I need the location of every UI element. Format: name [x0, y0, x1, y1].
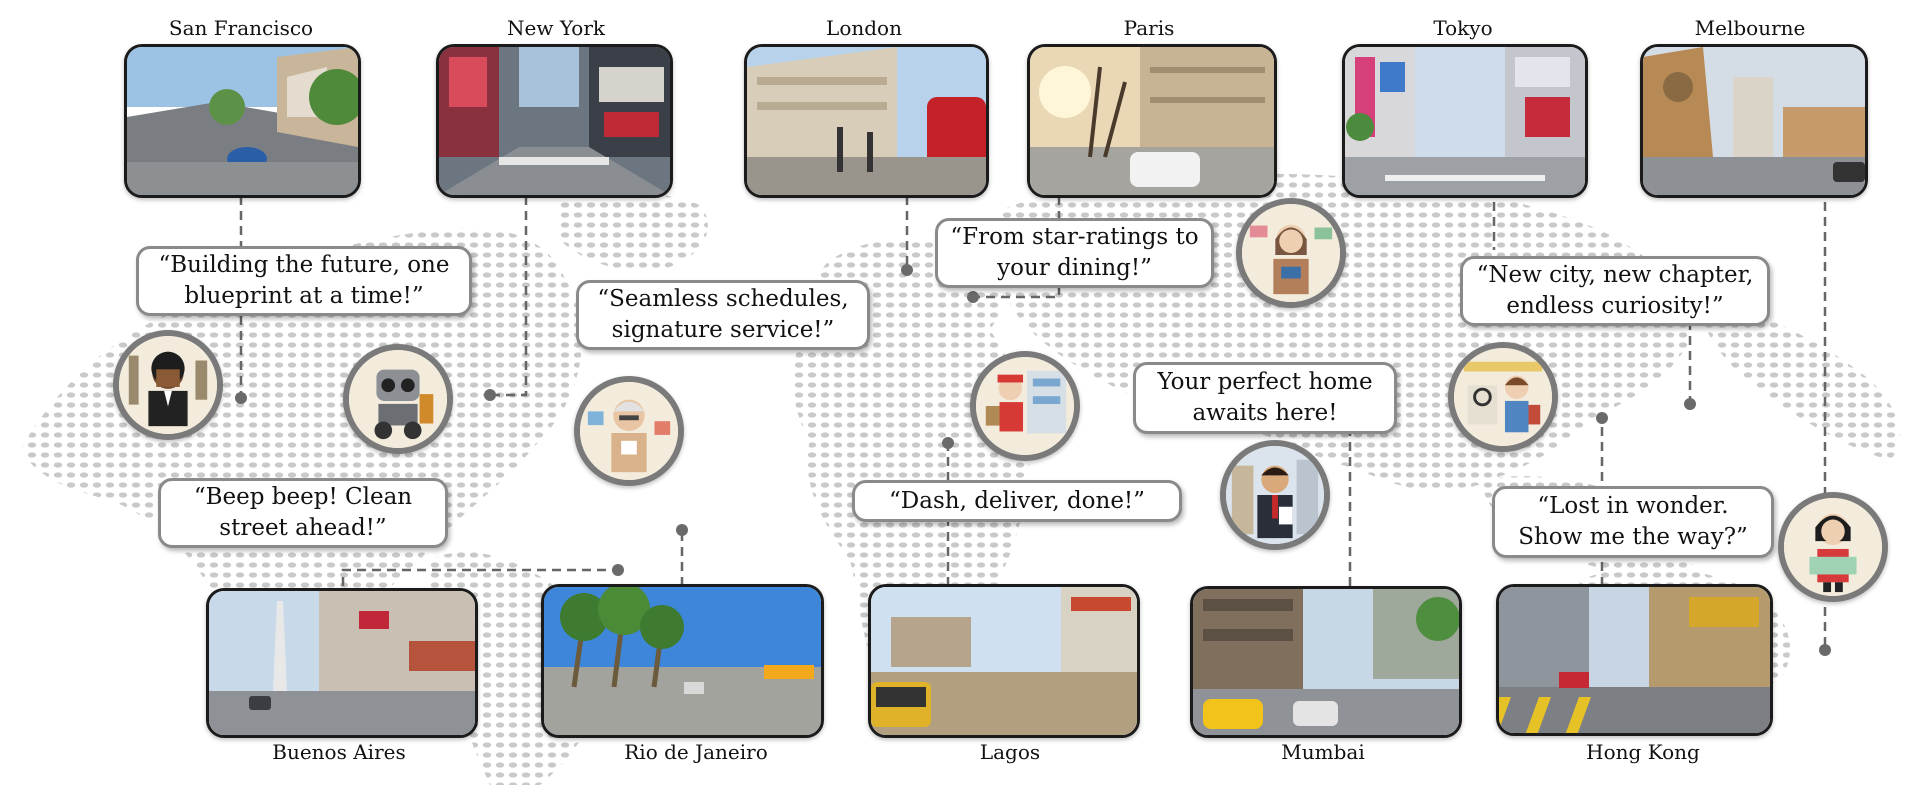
connector-dots [235, 264, 1831, 656]
quote-bubble-food-critic: “From star-ratings to your dining!” [935, 218, 1214, 288]
street-photo-lagos [868, 584, 1140, 738]
quote-bubble-delivery: “Dash, deliver, done!” [852, 480, 1182, 522]
street-photo-tokyo [1342, 44, 1588, 198]
street-photo-new-york [436, 44, 673, 198]
quote-line: Show me the way?” [1518, 524, 1748, 550]
street-photo-mumbai [1190, 586, 1462, 738]
quote-line: “Lost in wonder. [1537, 493, 1729, 519]
quote-line: Your perfect home [1157, 369, 1373, 395]
city-label-paris: Paris [1123, 16, 1175, 40]
city-label-san-francisco: San Francisco [168, 16, 314, 40]
street-photo-hong-kong [1496, 584, 1773, 736]
quote-bubble-architect: “Building the future, one blueprint at a … [136, 246, 472, 316]
city-label-melbourne: Melbourne [1694, 16, 1806, 40]
city-label-lagos: Lagos [979, 740, 1041, 764]
street-photo-melbourne [1640, 44, 1868, 198]
quote-bubble-realtor: Your perfect home awaits here! [1133, 362, 1397, 434]
quote-line: street ahead!” [219, 515, 387, 541]
city-label-hong-kong: Hong Kong [1586, 740, 1700, 764]
connector-lines [239, 196, 1827, 650]
quote-line: “Building the future, one [158, 252, 450, 278]
robot-avatar-icon [343, 344, 453, 454]
quote-line: “From star-ratings to [950, 224, 1199, 250]
concierge-avatar-icon [574, 376, 684, 486]
quote-bubble-concierge: “Seamless schedules, signature service!” [576, 280, 870, 350]
delivery-avatar-icon [970, 351, 1080, 461]
quote-line: endless curiosity!” [1506, 293, 1724, 319]
city-label-buenos-aires: Buenos Aires [272, 740, 406, 764]
quote-bubble-newcomer: “New city, new chapter, endless curiosity… [1460, 256, 1770, 326]
city-label-new-york: New York [507, 16, 605, 40]
city-label-rio-de-janeiro: Rio de Janeiro [624, 740, 768, 764]
quote-bubble-robot: “Beep beep! Clean street ahead!” [158, 478, 448, 548]
street-photo-buenos-aires [206, 588, 478, 738]
quote-line: “New city, new chapter, [1476, 262, 1754, 288]
quote-line: “Beep beep! Clean [193, 484, 413, 510]
city-label-london: London [826, 16, 902, 40]
street-photo-san-francisco [124, 44, 361, 198]
tourist-avatar-icon [1778, 492, 1888, 602]
street-photo-rio-de-janeiro [541, 584, 824, 738]
city-label-tokyo: Tokyo [1433, 16, 1493, 40]
quote-line: “Dash, deliver, done!” [889, 487, 1145, 514]
architect-avatar-icon [113, 330, 223, 440]
realtor-avatar-icon [1220, 440, 1330, 550]
quote-line: signature service!” [611, 317, 835, 343]
quote-line: awaits here! [1192, 400, 1338, 426]
newcomer-avatar-icon [1448, 342, 1558, 452]
quote-line: your dining!” [997, 255, 1152, 281]
street-photo-london [744, 44, 989, 198]
city-label-mumbai: Mumbai [1281, 740, 1365, 764]
food-critic-avatar-icon [1236, 198, 1346, 308]
street-photo-paris [1027, 44, 1277, 198]
quote-line: “Seamless schedules, [597, 286, 849, 312]
quote-bubble-tourist: “Lost in wonder. Show me the way?” [1492, 486, 1774, 558]
quote-line: blueprint at a time!” [184, 283, 424, 309]
